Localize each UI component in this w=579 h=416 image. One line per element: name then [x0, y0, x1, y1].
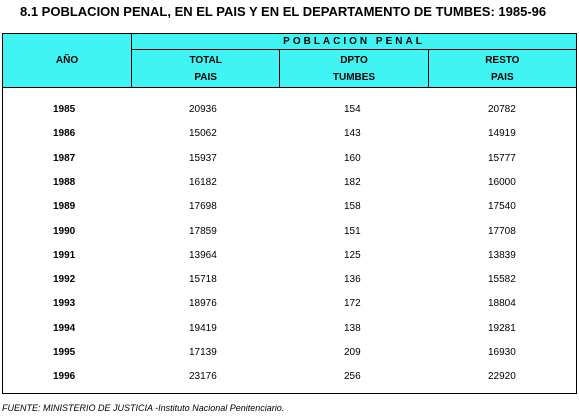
data-table-header: AÑO POBLACION PENAL TOTAL PAIS DPTO TUMB… — [2, 33, 578, 88]
cell-year: 1988 — [53, 176, 76, 188]
table-row: 1987 15937 160 15777 — [3, 151, 576, 167]
cell-resto-pais: 15582 — [488, 274, 516, 286]
table-row: 1986 15062 143 14919 — [3, 126, 576, 142]
cell-dpto-tumbes: 138 — [344, 322, 361, 334]
page-title: 8.1 POBLACION PENAL, EN EL PAIS Y EN EL … — [20, 4, 547, 19]
column-header-dpto-tumbes: DPTO TUMBES — [279, 49, 429, 88]
cell-dpto-tumbes: 172 — [344, 298, 361, 310]
cell-resto-pais: 22920 — [488, 371, 516, 383]
cell-year: 1989 — [53, 201, 76, 213]
column-group-poblacion-penal: POBLACION PENAL — [131, 33, 577, 50]
cell-dpto-tumbes: 151 — [344, 225, 361, 237]
cell-total-pais: 15718 — [189, 274, 217, 286]
column-header-resto-line1: RESTO — [485, 54, 520, 66]
table-row: 1993 18976 172 18804 — [3, 296, 576, 312]
cell-dpto-tumbes: 256 — [344, 371, 361, 383]
cell-dpto-tumbes: 182 — [344, 176, 361, 188]
cell-year: 1994 — [53, 322, 76, 334]
cell-total-pais: 23176 — [189, 371, 217, 383]
cell-total-pais: 17139 — [189, 347, 217, 358]
cell-dpto-tumbes: 160 — [344, 152, 361, 164]
cell-resto-pais: 15777 — [488, 152, 516, 164]
cell-year: 1986 — [53, 128, 76, 140]
cell-dpto-tumbes: 136 — [344, 274, 361, 286]
cell-year: 1987 — [53, 152, 76, 164]
table-row: 1985 20936 154 20782 — [3, 102, 576, 118]
cell-resto-pais: 16000 — [488, 176, 516, 188]
cell-resto-pais: 13839 — [488, 249, 516, 261]
table-row: 1989 17698 158 17540 — [3, 199, 576, 215]
data-table-body: 1985 20936 154 20782 1986 15062 143 14919 1987 15… — [2, 88, 577, 394]
table-row: 1991 13964 125 13839 — [3, 248, 576, 264]
cell-total-pais: 16182 — [189, 176, 217, 188]
cell-dpto-tumbes: 154 — [344, 104, 361, 115]
cell-total-pais: 19419 — [189, 322, 217, 334]
table-row: 1996 23176 256 22920 — [3, 369, 576, 385]
table-row: 1988 16182 182 16000 — [3, 175, 576, 191]
cell-total-pais: 13964 — [189, 249, 217, 261]
cell-total-pais: 18976 — [189, 298, 217, 310]
cell-dpto-tumbes: 158 — [344, 201, 361, 213]
cell-resto-pais: 16930 — [488, 347, 516, 358]
cell-resto-pais: 17540 — [488, 201, 516, 213]
cell-dpto-tumbes: 125 — [344, 249, 361, 261]
cell-resto-pais: 19281 — [488, 322, 516, 334]
cell-resto-pais: 18804 — [488, 298, 516, 310]
cell-resto-pais: 14919 — [488, 128, 516, 140]
column-header-total-line1: TOTAL — [189, 54, 222, 66]
cell-year: 1985 — [53, 104, 76, 115]
cell-year: 1995 — [53, 347, 76, 358]
cell-dpto-tumbes: 209 — [344, 347, 361, 358]
table-row: 1995 17139 209 16930 — [3, 345, 576, 361]
column-header-resto-pais: RESTO PAIS — [427, 49, 578, 88]
column-header-dpto-line1: DPTO — [340, 54, 368, 66]
cell-year: 1993 — [53, 298, 76, 310]
cell-year: 1990 — [53, 225, 76, 237]
cell-resto-pais: 20782 — [488, 104, 516, 115]
cell-year: 1991 — [53, 249, 76, 261]
cell-total-pais: 15062 — [189, 128, 217, 140]
table-row: 1990 17859 151 17708 — [3, 224, 576, 240]
table-row: 1992 15718 136 15582 — [3, 272, 576, 288]
column-header-anio: AÑO — [2, 33, 132, 88]
cell-total-pais: 17859 — [189, 225, 217, 237]
source-note: FUENTE: MINISTERIO DE JUSTICIA -Institut… — [2, 403, 285, 413]
cell-dpto-tumbes: 143 — [344, 128, 361, 140]
cell-total-pais: 20936 — [189, 104, 217, 115]
cell-total-pais: 15937 — [189, 152, 217, 164]
cell-resto-pais: 17708 — [488, 225, 516, 237]
column-header-total-pais: TOTAL PAIS — [130, 49, 281, 88]
cell-year: 1992 — [53, 274, 76, 286]
cell-total-pais: 17698 — [189, 201, 217, 213]
column-header-dpto-line2: TUMBES — [332, 71, 376, 83]
cell-year: 1996 — [53, 371, 76, 383]
table-row: 1994 19419 138 19281 — [3, 321, 576, 337]
column-header-resto-line2: PAIS — [491, 71, 514, 83]
column-header-total-line2: PAIS — [194, 71, 217, 83]
